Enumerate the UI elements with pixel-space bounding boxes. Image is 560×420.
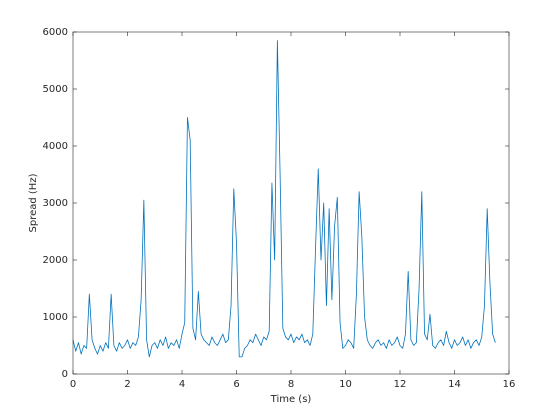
x-tick-label: 4 xyxy=(179,379,185,390)
y-tick-label: 2000 xyxy=(43,255,68,266)
x-tick-label: 2 xyxy=(124,379,130,390)
x-tick-label: 0 xyxy=(70,379,76,390)
y-tick-label: 5000 xyxy=(43,84,68,95)
x-tick-label: 16 xyxy=(503,379,516,390)
y-tick-label: 3000 xyxy=(43,198,68,209)
x-axis-label: Time (s) xyxy=(270,394,312,405)
x-tick-label: 6 xyxy=(233,379,239,390)
y-tick-label: 6000 xyxy=(43,27,68,38)
x-tick-label: 12 xyxy=(394,379,407,390)
x-tick-label: 10 xyxy=(339,379,352,390)
data-line xyxy=(72,40,496,358)
y-tick-label: 0 xyxy=(62,369,68,380)
y-axis-label: Spread (Hz) xyxy=(28,173,39,232)
x-tick-label: 14 xyxy=(448,379,461,390)
y-tick-label: 4000 xyxy=(43,141,68,152)
axes-frame xyxy=(72,31,510,375)
x-tick-label: 8 xyxy=(288,379,294,390)
y-tick-label: 1000 xyxy=(43,312,68,323)
